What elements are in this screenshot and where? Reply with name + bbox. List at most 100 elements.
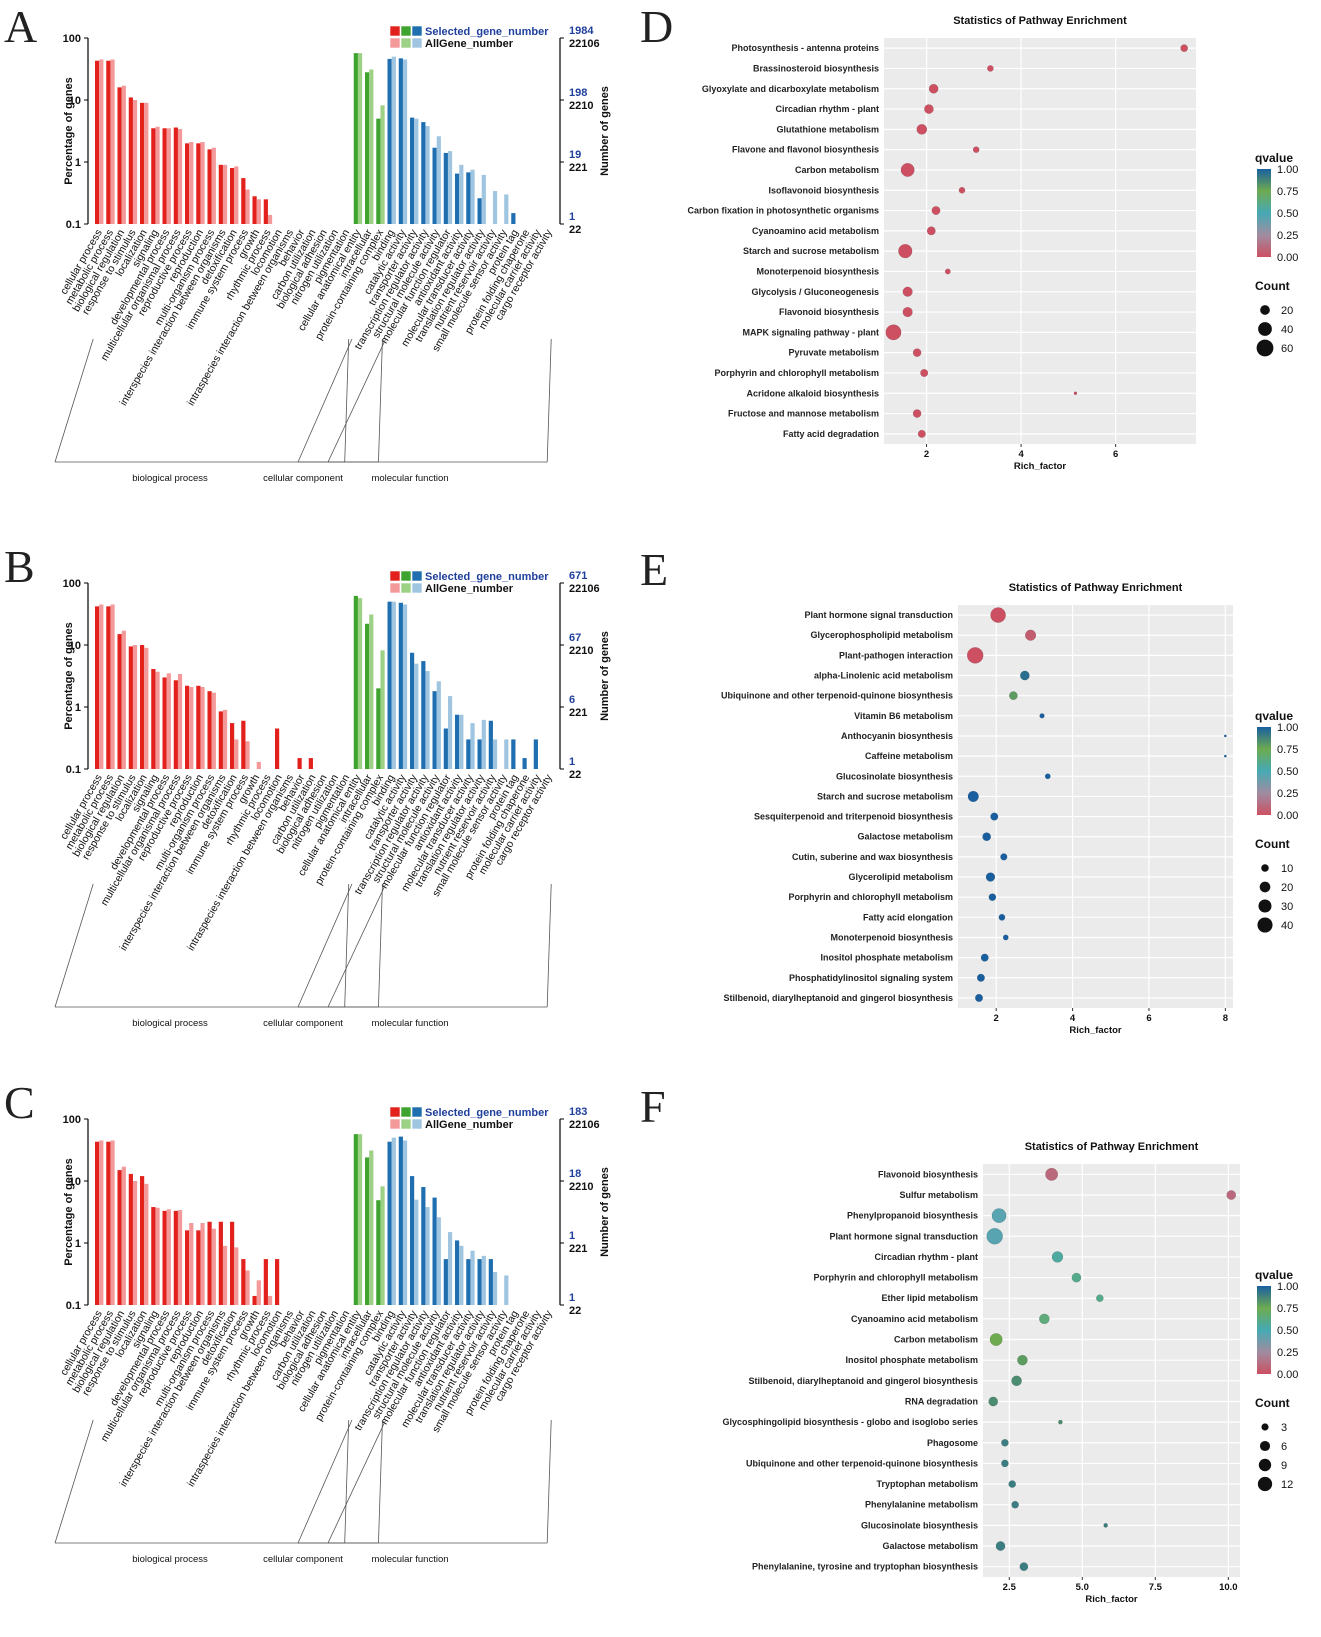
bar-selected [252,196,257,224]
pathway-label: Glutathione metabolism [776,124,879,134]
bar-selected [421,1187,426,1305]
bar-all [166,128,171,224]
bar-all [211,1228,216,1305]
bar-all [357,598,363,769]
group-label: molecular function [371,1554,448,1565]
legend-size-point [1260,305,1270,315]
bar-all [155,126,160,224]
legend-size-label: 10 [1281,863,1293,875]
point [988,893,997,901]
group-bracket-right [344,338,350,463]
bar-all [144,1183,149,1305]
pathway-label: Phenylalanine metabolism [865,1500,978,1510]
pathway-label: Porphyrin and chlorophyll metabolism [714,368,879,378]
point [1000,853,1008,861]
y-tick-label-right-selected: 6 [569,694,575,706]
bar-selected [477,739,482,769]
point [928,83,939,94]
bar-selected [185,143,190,224]
y-tick-label-left: 1 [75,157,81,169]
legend-swatch [389,570,401,582]
x-tick-label: 2 [994,1013,999,1024]
pathway-label: Porphyrin and chlorophyll metabolism [813,1273,978,1283]
pathway-label: Flavone and flavonol biosynthesis [732,145,879,155]
y-axis-left-title: Percentage of genes [63,622,75,730]
bar-selected [398,1136,403,1305]
bar-selected [162,1210,167,1305]
legend-qvalue-title: qvalue [1255,1268,1293,1282]
y-tick-label-right-all: 2210 [569,1181,593,1193]
pathway-label: Cyanoamino acid metabolism [752,226,879,236]
bar-all [222,164,228,224]
point [920,368,929,377]
bar-all [402,1140,408,1305]
bar-all [99,604,104,769]
bar-all [245,1270,250,1305]
pathway-label: Phenylalanine, tyrosine and tryptophan b… [752,1562,978,1572]
pathway-label: Inositol phosphate metabolism [820,953,953,963]
legend-size-point [1258,899,1272,913]
bar-all [369,1150,374,1305]
bar-all [155,671,160,769]
bar-all [110,59,115,224]
pathway-label: Phenylpropanoid biosynthesis [847,1211,978,1221]
panel-label-b: B [4,541,35,592]
pathway-label: Monoterpenoid biosynthesis [830,932,953,942]
pathway-label: Anthocyanin biosynthesis [841,731,953,741]
panel-label-f: F [640,1081,666,1132]
group-bracket-right [546,1419,552,1544]
bar-selected [533,739,538,769]
pathway-label: Brassinosteroid biosynthesis [753,63,879,73]
bar-all [222,709,228,769]
chart-title: Statistics of Pathway Enrichment [953,15,1127,27]
bar-all [256,199,261,224]
point [1017,1354,1028,1366]
y-tick-label-right-all: 22 [569,769,581,781]
bar-selected [162,128,167,224]
bar-selected [398,602,403,769]
bar-all [189,142,194,224]
group-label: cellular component [263,473,343,484]
group-bracket-left [297,1419,353,1544]
bar-selected [488,720,493,769]
group-label: cellular component [263,1018,343,1029]
legend-swatch [411,570,423,582]
plot-background [958,605,1233,1008]
pathway-label: Ubiquinone and other terpenoid-quinone b… [721,691,953,701]
panel-label-d: D [640,1,673,52]
bar-all [425,671,430,769]
pathway-label: Glucosinolate biosynthesis [836,771,953,781]
bar-selected [140,102,145,224]
legend-count-title: Count [1255,837,1290,851]
bar-all [459,1245,464,1305]
point [1058,1419,1063,1425]
bar-selected [140,645,145,769]
pathway-label: Acridone alkaloid biosynthesis [746,388,879,398]
bar-selected [410,1176,415,1305]
point [1011,1375,1022,1387]
kegg-panel-f: Flavonoid biosynthesis Sulfur metabolism P… [722,1141,1298,1605]
chart-title: Statistics of Pathway Enrichment [1009,582,1183,594]
legend-swatch [411,1118,423,1130]
bar-selected [207,149,212,224]
bar-all [447,1232,453,1305]
x-tick-label: 7.5 [1149,1582,1163,1593]
bar-all [155,1207,160,1305]
point [1180,44,1188,52]
bar-all [436,681,441,769]
pathway-label: Flavonoid biosynthesis [779,307,879,317]
qvalue-tick-label: 1.00 [1277,1281,1298,1293]
y-tick-label-right-all: 221 [569,1243,587,1255]
point [924,104,934,114]
bar-all [481,1255,486,1305]
point [998,913,1006,921]
bar-selected [241,178,246,224]
pathway-label: Plant-pathogen interaction [839,650,953,660]
y-axis-left-title: Percentage of genes [63,77,75,185]
pathway-label: Phosphatidylinositol signaling system [789,973,953,983]
qvalue-tick-label: 0.75 [1277,744,1298,756]
y-tick-label-right-selected: 1 [569,211,575,223]
bar-all [132,1181,138,1305]
